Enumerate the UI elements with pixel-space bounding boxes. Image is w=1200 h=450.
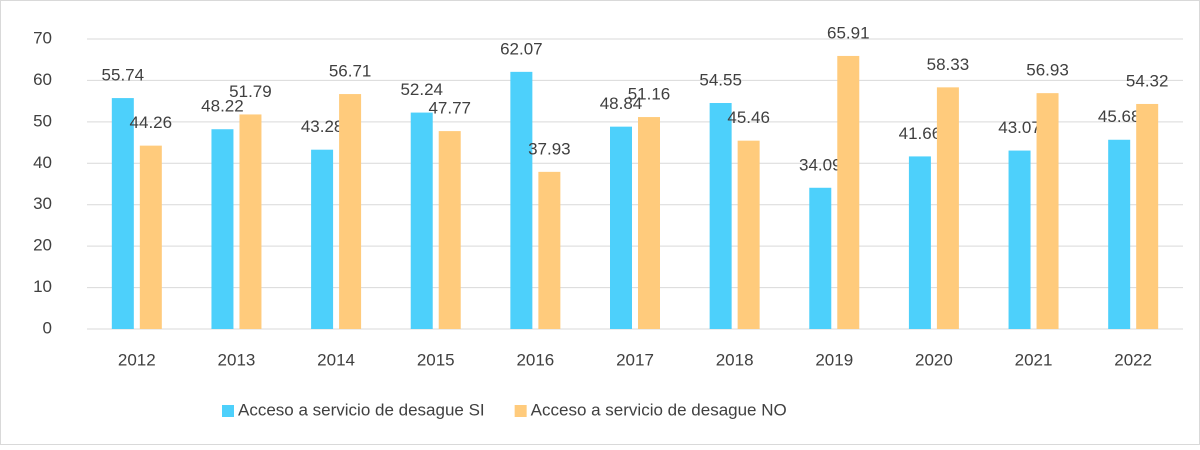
data-label: 41.66 bbox=[899, 124, 942, 143]
x-tick-label: 2018 bbox=[716, 350, 754, 369]
bar bbox=[239, 114, 262, 329]
bar bbox=[1136, 103, 1159, 330]
y-tick-label: 10 bbox=[33, 277, 52, 296]
y-tick-label: 0 bbox=[43, 318, 52, 337]
data-label: 43.07 bbox=[998, 118, 1041, 137]
bar bbox=[1008, 150, 1031, 329]
bar bbox=[737, 140, 760, 329]
data-label: 55.74 bbox=[102, 66, 145, 85]
y-tick-label: 50 bbox=[33, 111, 52, 130]
data-label: 51.16 bbox=[628, 85, 671, 104]
x-tick-label: 2012 bbox=[118, 350, 156, 369]
y-tick-label: 60 bbox=[33, 70, 52, 89]
data-label: 48.84 bbox=[600, 94, 643, 113]
x-tick-label: 2017 bbox=[616, 350, 654, 369]
data-label: 56.71 bbox=[329, 62, 372, 81]
data-label: 52.24 bbox=[400, 80, 443, 99]
data-label: 56.93 bbox=[1026, 61, 1069, 80]
data-label: 54.32 bbox=[1126, 71, 1169, 90]
data-label: 47.77 bbox=[428, 99, 471, 118]
y-tick-label: 20 bbox=[33, 236, 52, 255]
data-label: 58.33 bbox=[927, 55, 970, 74]
bar bbox=[538, 171, 561, 329]
bar bbox=[709, 103, 732, 329]
bar bbox=[438, 131, 461, 329]
bar bbox=[1036, 93, 1059, 329]
bar bbox=[510, 71, 533, 330]
bar bbox=[809, 187, 832, 329]
data-label: 37.93 bbox=[528, 139, 571, 158]
data-label: 54.55 bbox=[699, 70, 742, 89]
y-tick-label: 70 bbox=[33, 28, 52, 47]
x-tick-label: 2021 bbox=[1015, 350, 1053, 369]
x-tick-label: 2014 bbox=[317, 350, 355, 369]
data-label: 48.22 bbox=[201, 97, 244, 116]
bar bbox=[610, 126, 632, 329]
bar bbox=[111, 98, 134, 329]
data-label: 65.91 bbox=[827, 23, 870, 42]
x-tick-label: 2019 bbox=[815, 350, 853, 369]
bar bbox=[936, 87, 959, 330]
data-label: 45.46 bbox=[727, 108, 770, 127]
data-label: 51.79 bbox=[229, 82, 272, 101]
bar bbox=[638, 117, 660, 330]
legend-label: Acceso a servicio de desague NO bbox=[531, 400, 787, 419]
data-label: 34.09 bbox=[799, 155, 842, 174]
bar bbox=[139, 145, 162, 329]
y-tick-label: 40 bbox=[33, 153, 52, 172]
data-label: 43.28 bbox=[301, 117, 344, 136]
x-tick-label: 2015 bbox=[417, 350, 455, 369]
legend-label: Acceso a servicio de desague SI bbox=[238, 400, 485, 419]
bar bbox=[1108, 139, 1131, 329]
x-tick-label: 2020 bbox=[915, 350, 953, 369]
data-label: 45.68 bbox=[1098, 107, 1141, 126]
y-tick-label: 30 bbox=[33, 194, 52, 213]
x-tick-label: 2022 bbox=[1114, 350, 1152, 369]
bar bbox=[339, 94, 362, 330]
data-label: 44.26 bbox=[130, 113, 173, 132]
legend-swatch bbox=[222, 405, 234, 417]
x-tick-label: 2016 bbox=[516, 350, 554, 369]
x-tick-label: 2013 bbox=[218, 350, 256, 369]
legend-swatch bbox=[514, 405, 527, 417]
bar bbox=[908, 156, 931, 329]
bar bbox=[410, 112, 433, 329]
data-label: 62.07 bbox=[500, 39, 543, 58]
bar bbox=[211, 129, 234, 329]
bar bbox=[311, 149, 334, 329]
bar bbox=[837, 55, 860, 330]
